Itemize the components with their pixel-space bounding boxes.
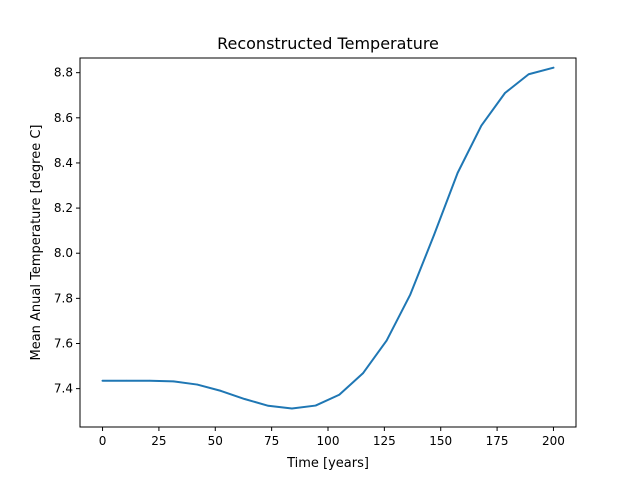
data-point bbox=[338, 393, 341, 396]
x-tick-label: 125 bbox=[373, 434, 396, 448]
data-point bbox=[101, 379, 104, 382]
data-point bbox=[149, 379, 151, 382]
data-point bbox=[362, 372, 364, 375]
data-point bbox=[456, 172, 459, 174]
y-tick-label: 8.8 bbox=[54, 66, 73, 80]
data-point bbox=[125, 379, 128, 382]
data-point bbox=[433, 234, 435, 236]
plot-frame bbox=[79, 57, 577, 428]
x-tick-label: 150 bbox=[429, 434, 452, 448]
data-point bbox=[172, 380, 175, 383]
y-tick-label: 8.2 bbox=[54, 201, 73, 215]
y-tick-label: 8.0 bbox=[54, 246, 73, 260]
y-tick-label: 7.4 bbox=[54, 382, 73, 396]
y-axis-label: Mean Anual Temperature [degree C] bbox=[29, 124, 44, 360]
x-tick-label: 0 bbox=[99, 434, 107, 448]
series-layer bbox=[101, 66, 555, 410]
data-point bbox=[314, 404, 317, 407]
x-tick-label: 100 bbox=[317, 434, 340, 448]
data-point bbox=[291, 407, 293, 410]
data-point bbox=[385, 339, 388, 342]
temperature-series-line bbox=[101, 66, 555, 410]
chart-title: Reconstructed Temperature bbox=[217, 34, 439, 53]
y-tick-label: 8.6 bbox=[54, 111, 73, 125]
data-point bbox=[267, 404, 270, 407]
data-point bbox=[220, 390, 222, 392]
data-point bbox=[552, 66, 555, 69]
data-point bbox=[243, 398, 246, 400]
y-tick-label: 7.6 bbox=[54, 336, 73, 350]
x-axis-label: Time [years] bbox=[286, 456, 369, 471]
x-tick-label: 25 bbox=[151, 434, 166, 448]
data-point bbox=[196, 383, 199, 386]
data-point bbox=[527, 73, 530, 76]
axis-ticks: 0 25 50 75 100 125 150 175 200 7.4 7.6 7.8 8.0 8.2 8.4… bbox=[54, 66, 565, 448]
y-tick-label: 7.8 bbox=[54, 291, 73, 305]
data-point bbox=[504, 92, 506, 94]
x-tick-label: 175 bbox=[486, 434, 509, 448]
data-point bbox=[409, 293, 412, 296]
y-tick-label: 8.4 bbox=[54, 156, 73, 170]
data-point bbox=[480, 124, 483, 127]
x-tick-label: 50 bbox=[208, 434, 223, 448]
x-tick-label: 200 bbox=[542, 434, 565, 448]
x-tick-label: 75 bbox=[264, 434, 279, 448]
